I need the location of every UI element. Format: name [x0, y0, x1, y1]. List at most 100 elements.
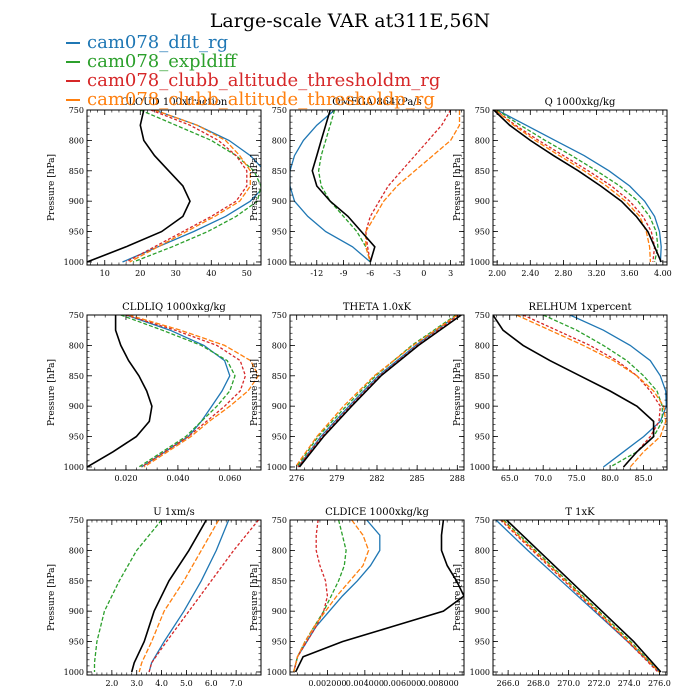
series-line — [293, 520, 381, 673]
y-tick-label: 850 — [69, 577, 84, 586]
series-group — [293, 520, 464, 673]
x-tick-label: 0.004000 — [346, 679, 384, 688]
series-line — [296, 315, 457, 468]
series-line — [130, 520, 207, 673]
y-tick-label: 1000 — [267, 463, 287, 472]
panel-title: Q 1000xkg/kg — [545, 97, 616, 108]
x-tick-label: 0.060 — [218, 474, 241, 483]
legend-swatch — [66, 42, 80, 44]
x-tick-label: 2.40 — [521, 269, 539, 278]
series-line — [516, 315, 667, 468]
y-tick-label: 1000 — [267, 258, 287, 267]
series-line — [148, 520, 260, 673]
legend-label: cam078_expldiff — [87, 51, 237, 72]
series-line — [297, 315, 459, 468]
y-tick-label: 950 — [475, 638, 490, 647]
x-tick-label: 285 — [410, 474, 425, 483]
x-tick-label: -3 — [393, 269, 401, 278]
y-tick-label: 900 — [272, 197, 287, 206]
y-tick-label: 750 — [69, 106, 84, 115]
series-line — [495, 520, 660, 673]
plot-frame — [492, 519, 668, 676]
y-tick-label: 850 — [272, 577, 287, 586]
series-line — [93, 520, 163, 672]
x-tick-label: 70.0 — [534, 474, 552, 483]
y-tick-label: 900 — [475, 197, 490, 206]
x-tick-label: 7.0 — [230, 679, 243, 688]
x-tick-label: 276 — [289, 474, 304, 483]
series-line — [293, 520, 347, 673]
plot-frame — [86, 314, 262, 471]
x-tick-label: 288 — [450, 474, 465, 483]
y-tick-label: 800 — [272, 546, 287, 555]
y-tick-label: 1000 — [470, 463, 490, 472]
y-tick-label: 950 — [475, 433, 490, 442]
chart-panel: RELHUM 1xpercent Pressure [hPa] 750 800 850 9… — [453, 302, 668, 483]
y-tick-label: 850 — [69, 167, 84, 176]
y-tick-label: 1000 — [64, 463, 84, 472]
panel-title: OMEGA 864xPa/s — [332, 97, 422, 108]
panel-title: CLDLIQ 1000xkg/kg — [122, 302, 226, 313]
series-line — [128, 315, 260, 468]
x-tick-label: 0.006000 — [383, 679, 421, 688]
legend-swatch — [66, 80, 80, 82]
y-axis-label: Pressure [hPa] — [453, 359, 463, 426]
series-line — [125, 110, 248, 263]
plot-frame — [289, 519, 465, 676]
y-tick-label: 1000 — [470, 668, 490, 677]
series-line — [148, 520, 230, 673]
y-axis-label: Pressure [hPa] — [453, 154, 463, 221]
x-tick-label: 2.80 — [555, 269, 573, 278]
x-tick-label: -9 — [340, 269, 348, 278]
panel-title: CLOUD 100xfraction — [121, 97, 228, 108]
y-axis-label: Pressure [hPa] — [47, 154, 57, 221]
x-tick-label: 3.60 — [621, 269, 639, 278]
legend-swatch — [66, 99, 80, 101]
series-line — [87, 110, 191, 263]
series-line — [496, 110, 662, 263]
x-tick-label: 75.0 — [568, 474, 586, 483]
y-tick-label: 950 — [272, 638, 287, 647]
y-tick-label: 750 — [69, 311, 84, 320]
x-tick-label: 30 — [171, 269, 181, 278]
y-tick-label: 800 — [69, 136, 84, 145]
y-tick-label: 750 — [272, 311, 287, 320]
series-line — [493, 315, 655, 468]
plot-frame — [492, 314, 668, 471]
y-tick-label: 800 — [69, 546, 84, 555]
y-tick-label: 800 — [475, 341, 490, 350]
series-line — [495, 110, 656, 263]
series-line — [503, 520, 660, 673]
plot-frame — [86, 519, 262, 676]
chart-panel: OMEGA 864xPa/s Pressure [hPa] 750 800 850 900… — [250, 97, 465, 278]
legend-label: cam078_dflt_rg — [87, 32, 229, 53]
series-group — [87, 110, 261, 263]
chart-panel: Q 1000xkg/kg Pressure [hPa] 750 800 850 900 95… — [453, 97, 672, 278]
x-tick-label: 3 — [448, 269, 453, 278]
y-tick-label: 900 — [272, 607, 287, 616]
series-line — [298, 315, 462, 468]
x-tick-label: 5.0 — [180, 679, 193, 688]
y-tick-label: 850 — [475, 167, 490, 176]
series-line — [122, 110, 261, 263]
x-tick-label: -6 — [366, 269, 374, 278]
x-tick-label: 50 — [242, 269, 252, 278]
x-tick-label: 10 — [100, 269, 110, 278]
x-tick-label: 282 — [369, 474, 384, 483]
series-line — [294, 520, 464, 673]
series-line — [294, 315, 458, 468]
y-tick-label: 850 — [69, 372, 84, 381]
chart-panel: CLDLIQ 1000xkg/kg Pressure [hPa] 750 800 850… — [47, 302, 262, 483]
y-tick-label: 750 — [69, 516, 84, 525]
y-axis-label: Pressure [hPa] — [250, 359, 260, 426]
series-line — [496, 110, 659, 263]
series-line — [87, 315, 153, 468]
series-line — [365, 110, 461, 263]
series-line — [297, 315, 458, 468]
series-group — [493, 315, 667, 468]
legend-label: cam078_clubb_altitude_thresholdp_rg — [87, 89, 435, 110]
x-tick-label: 3.0 — [130, 679, 143, 688]
y-axis-label: Pressure [hPa] — [250, 564, 260, 631]
x-tick-label: 2.0 — [105, 679, 118, 688]
